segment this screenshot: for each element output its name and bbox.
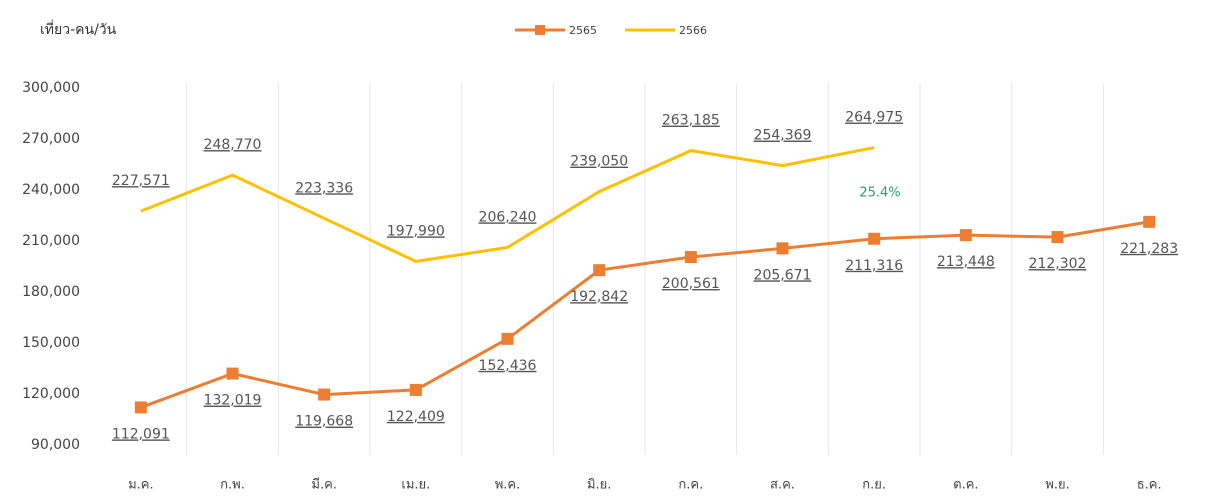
x-tick-label: มี.ค. xyxy=(311,477,337,493)
value-label: 197,990 xyxy=(387,223,445,239)
value-label: 227,571 xyxy=(112,173,170,189)
y-tick-label: 90,000 xyxy=(31,437,80,453)
x-tick-label: ก.ค. xyxy=(678,478,703,493)
value-label: 112,091 xyxy=(112,426,170,442)
y-tick-label: 300,000 xyxy=(22,80,80,96)
point-marker xyxy=(1143,215,1156,228)
value-label: 254,369 xyxy=(754,128,812,144)
value-label: 221,283 xyxy=(1120,241,1178,257)
value-label: 213,448 xyxy=(937,254,995,270)
x-tick-label: ส.ค. xyxy=(770,478,795,493)
x-tick-label: พ.ค. xyxy=(495,478,521,493)
value-label: 206,240 xyxy=(479,209,537,225)
value-label: 205,671 xyxy=(754,267,812,283)
value-label: 239,050 xyxy=(570,154,628,170)
y-tick-label: 270,000 xyxy=(22,131,80,147)
x-tick-label: ก.พ. xyxy=(220,478,245,493)
value-label: 264,975 xyxy=(845,110,903,126)
point-marker xyxy=(868,232,881,245)
legend-label: 2565 xyxy=(569,24,597,37)
value-label: 223,336 xyxy=(295,180,353,196)
value-label: 212,302 xyxy=(1029,256,1087,272)
value-label: 152,436 xyxy=(479,358,537,374)
legend-label: 2566 xyxy=(679,24,707,37)
x-tick-label: ม.ค. xyxy=(128,478,154,493)
point-marker xyxy=(501,332,514,345)
x-tick-label: พ.ย. xyxy=(1045,478,1069,493)
y-tick-label: 180,000 xyxy=(22,284,80,300)
value-label: 122,409 xyxy=(387,409,445,425)
y-tick-label: 150,000 xyxy=(22,335,80,351)
point-marker xyxy=(684,251,697,264)
point-marker xyxy=(226,367,239,380)
y-tick-label: 120,000 xyxy=(22,386,80,402)
y-tick-label: 240,000 xyxy=(22,182,80,198)
series-line xyxy=(140,146,875,263)
y-tick-label: 210,000 xyxy=(22,233,80,249)
y-axis-label: เที่ยว-คน/วัน xyxy=(40,20,117,38)
value-label: 132,019 xyxy=(204,393,262,409)
point-marker xyxy=(409,383,422,396)
point-marker xyxy=(959,229,972,242)
x-tick-label: ก.ย. xyxy=(862,478,886,493)
x-tick-label: ธ.ค. xyxy=(1137,478,1162,493)
point-marker xyxy=(134,401,147,414)
legend-marker xyxy=(535,25,545,35)
annotation: 25.4% xyxy=(859,186,900,201)
x-tick-label: ต.ค. xyxy=(953,478,978,493)
value-label: 211,316 xyxy=(845,258,903,274)
value-label: 263,185 xyxy=(662,113,720,129)
point-marker xyxy=(593,264,606,277)
x-tick-label: มิ.ย. xyxy=(587,478,611,493)
point-marker xyxy=(1051,231,1064,244)
x-tick-label: เม.ย. xyxy=(401,478,430,493)
series-line xyxy=(140,220,1150,409)
value-label: 248,770 xyxy=(204,137,262,153)
value-label: 192,842 xyxy=(570,289,628,305)
point-marker xyxy=(776,242,789,255)
value-label: 200,561 xyxy=(662,276,720,292)
point-marker xyxy=(318,388,331,401)
value-label: 119,668 xyxy=(295,414,353,430)
